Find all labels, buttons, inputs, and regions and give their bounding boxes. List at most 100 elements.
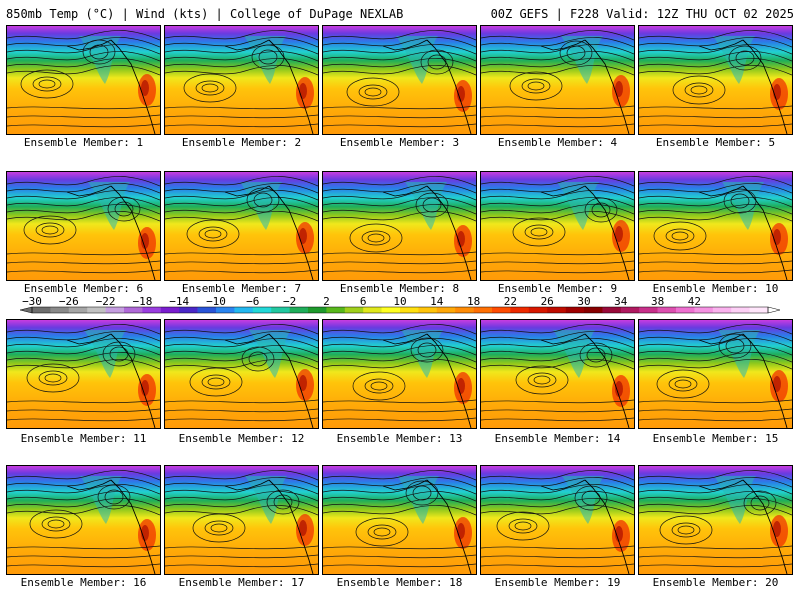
colorbar-tick-label: 6 [360,296,367,308]
ensemble-map-panel[interactable] [164,171,319,281]
colorbar-tick-label: −6 [246,296,259,308]
ensemble-map-panel[interactable] [322,171,477,281]
colorbar-swatch [584,307,603,313]
ensemble-map-panel[interactable] [322,465,477,575]
temperature-map [165,172,318,280]
colorbar-tick-label: 10 [393,296,406,308]
temperature-map [165,320,318,428]
colorbar-swatch [455,307,474,313]
colorbar-swatch [32,307,51,313]
ensemble-map-panel[interactable] [164,465,319,575]
colorbar-max-arrow [767,306,781,314]
colorbar-tick-label: 38 [651,296,664,308]
colorbar-tick-label: −14 [169,296,189,308]
colorbar-tick-label: −26 [59,296,79,308]
temperature-map [323,172,476,280]
colorbar-tick-label: −2 [283,296,296,308]
temperature-map [165,466,318,574]
temperature-map [7,26,160,134]
ensemble-member-label: Ensemble Member: 9 [497,282,618,295]
colorbar-swatch [271,307,290,313]
ensemble-member-label: Ensemble Member: 3 [339,136,460,149]
colorbar-swatch [400,307,419,313]
colorbar-swatch [731,307,750,313]
ensemble-member-label: Ensemble Member: 20 [652,576,779,589]
colorbar-swatch [620,307,640,313]
colorbar-swatch [528,307,548,313]
ensemble-map-panel[interactable] [480,319,635,429]
colorbar-tick-label: 34 [614,296,628,308]
ensemble-member-label: Ensemble Member: 7 [181,282,302,295]
colorbar-tick-label: 2 [323,296,330,308]
colorbar-swatch [676,307,695,313]
temperature-map [481,172,634,280]
ensemble-member-label: Ensemble Member: 1 [23,136,144,149]
colorbar-graphic: −30 −26 −22 −18 −14 −10 −6 −2 2 6 10 14 18 22 26 30 34 38… [19,296,781,314]
colorbar-swatch [473,307,493,313]
colorbar-tick-label: −22 [96,296,116,308]
ensemble-map-panel[interactable] [638,465,793,575]
colorbar-swatch [50,307,70,313]
colorbar-swatch [179,307,198,313]
colorbar-swatch [142,307,162,313]
colorbar-tick-label: 30 [577,296,590,308]
temperature-colorbar: −30 −26 −22 −18 −14 −10 −6 −2 2 6 10 14 18 22 26 30 34 38… [10,296,790,320]
ensemble-member-label: Ensemble Member: 17 [178,576,305,589]
ensemble-map-panel[interactable] [322,25,477,135]
ensemble-map-panel[interactable] [638,319,793,429]
temperature-map [481,26,634,134]
colorbar-swatch [308,307,327,313]
colorbar-swatch [749,307,769,313]
colorbar-swatch [712,307,732,313]
ensemble-map-panel[interactable] [6,319,161,429]
ensemble-map-panel[interactable] [480,25,635,135]
colorbar-tick-label: 18 [467,296,480,308]
colorbar-swatch [657,307,677,313]
colorbar-swatch [639,307,658,313]
colorbar-swatch [326,307,346,313]
colorbar-tick-label: 26 [541,296,554,308]
colorbar-swatch [252,307,272,313]
ensemble-map-panel[interactable] [480,171,635,281]
colorbar-tick-label: −30 [22,296,42,308]
colorbar-swatch [68,307,88,313]
ensemble-member-label: Ensemble Member: 5 [655,136,776,149]
ensemble-member-label: Ensemble Member: 11 [20,432,147,445]
temperature-map [7,320,160,428]
colorbar-swatch [289,307,309,313]
temperature-map [7,172,160,280]
ensemble-map-panel[interactable] [6,465,161,575]
colorbar-swatch [105,307,125,313]
ensemble-member-label: Ensemble Member: 18 [336,576,463,589]
ensemble-map-panel[interactable] [164,25,319,135]
ensemble-member-label: Ensemble Member: 13 [336,432,463,445]
temperature-map [7,466,160,574]
colorbar-tick-label: 14 [430,296,444,308]
colorbar-swatch [492,307,511,313]
ensemble-map-panel[interactable] [638,171,793,281]
ensemble-member-label: Ensemble Member: 10 [652,282,779,295]
ensemble-member-label: Ensemble Member: 19 [494,576,621,589]
ensemble-map-panel[interactable] [480,465,635,575]
colorbar-tick-label: −10 [206,296,226,308]
colorbar-swatch [216,307,235,313]
colorbar-swatch [381,307,401,313]
ensemble-member-label: Ensemble Member: 4 [497,136,618,149]
ensemble-member-label: Ensemble Member: 12 [178,432,305,445]
ensemble-map-panel[interactable] [638,25,793,135]
ensemble-map-panel[interactable] [6,171,161,281]
temperature-map [323,26,476,134]
ensemble-map-panel[interactable] [164,319,319,429]
temperature-map [481,466,634,574]
colorbar-swatch [602,307,622,313]
temperature-map [639,466,792,574]
ensemble-map-panel[interactable] [322,319,477,429]
temperature-map [639,320,792,428]
colorbar-swatch [234,307,254,313]
colorbar-tick-label: 22 [504,296,517,308]
colorbar-swatch [436,307,456,313]
ensemble-member-label: Ensemble Member: 8 [339,282,460,295]
ensemble-map-panel[interactable] [6,25,161,135]
colorbar-swatch [565,307,585,313]
header-valid-time: 00Z GEFS | F228 Valid: 12Z THU OCT 02 20… [490,7,794,21]
